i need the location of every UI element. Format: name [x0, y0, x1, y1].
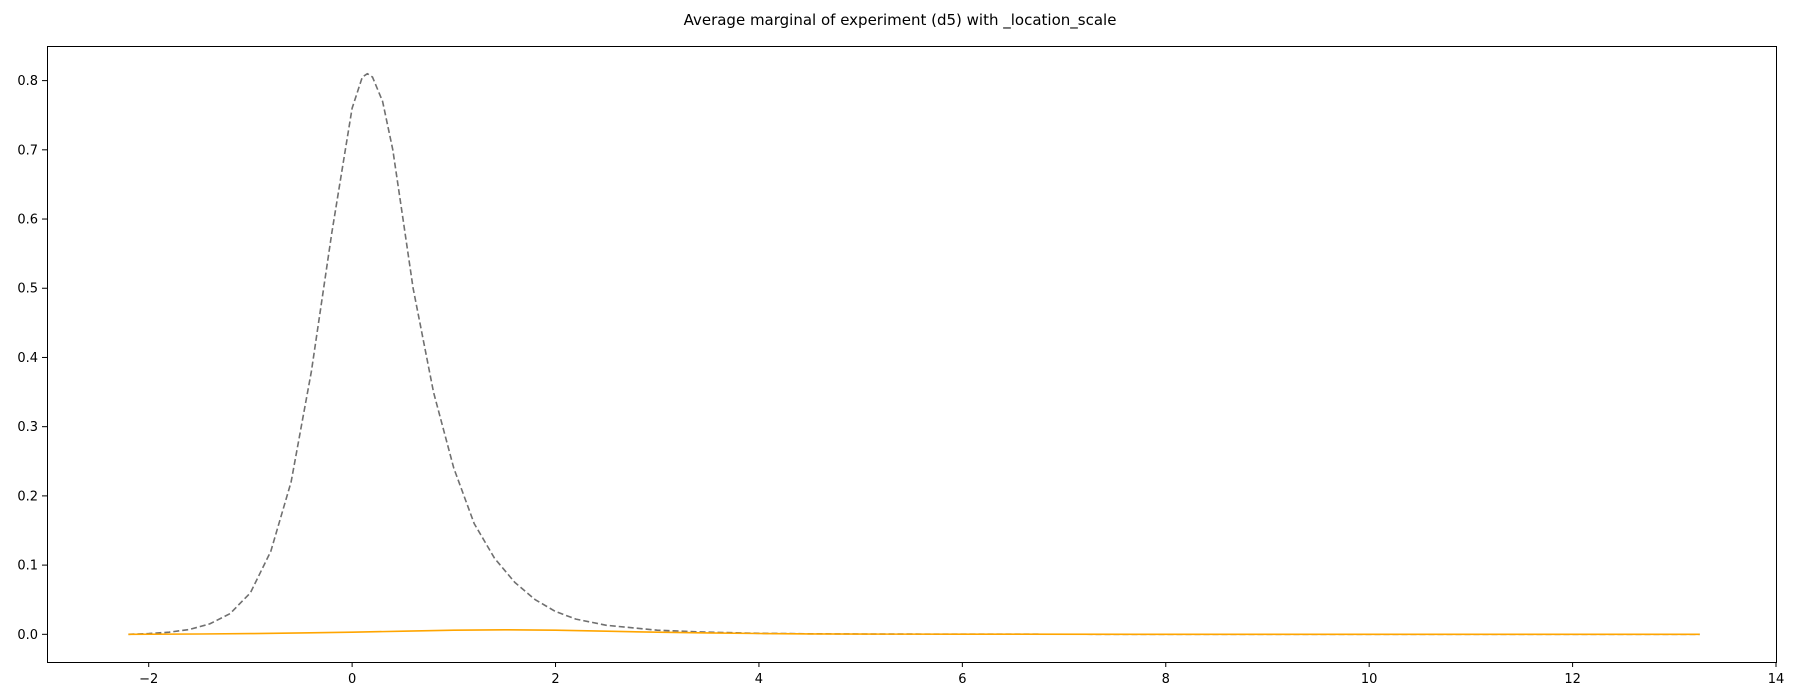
plot-frame [47, 46, 1777, 663]
y-tick-label: 0.8 [17, 74, 38, 89]
x-tick-label: 4 [755, 672, 763, 687]
y-tick-label: 0.1 [17, 559, 38, 574]
series-line-2 [128, 628, 1700, 636]
chart-title: Average marginal of experiment (d5) with… [683, 11, 1117, 29]
x-tick-label: 10 [1361, 672, 1378, 687]
x-tick-label: −2 [139, 672, 158, 687]
x-tick-label: 12 [1564, 672, 1581, 687]
x-axis: −2 0 2 4 6 8 10 12 14 [139, 662, 1784, 687]
y-tick-label: 0.4 [17, 351, 38, 366]
x-tick-label: 2 [551, 672, 559, 687]
y-tick-label: 0.7 [17, 143, 38, 158]
series-layer [128, 72, 1700, 636]
y-tick-label: 0.5 [17, 282, 38, 297]
x-tick-label: 6 [958, 672, 966, 687]
x-tick-label: 0 [348, 672, 356, 687]
y-tick-label: 0.0 [17, 628, 38, 643]
x-tick-label: 14 [1768, 672, 1785, 687]
y-tick-label: 0.6 [17, 213, 38, 228]
y-axis: 0.0 0.1 0.2 0.3 0.4 0.5 0.6 0.7 0.8 [17, 74, 47, 643]
y-tick-label: 0.3 [17, 420, 38, 435]
series-line-1 [128, 72, 1700, 636]
y-tick-label: 0.2 [17, 489, 38, 504]
x-tick-label: 8 [1162, 672, 1170, 687]
